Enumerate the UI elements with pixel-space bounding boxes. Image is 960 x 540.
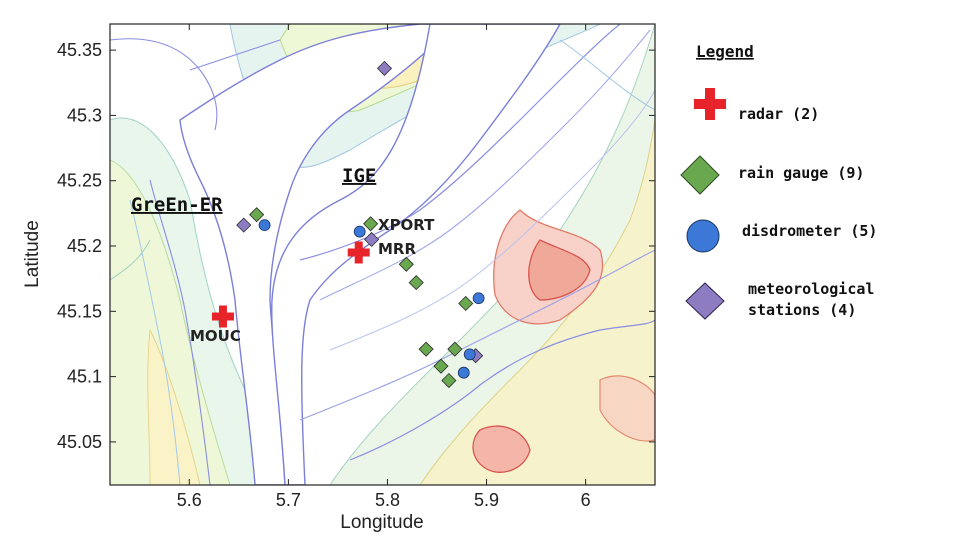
- instrument-markers: [211, 60, 485, 389]
- site-label-mouc: MOUC: [190, 327, 241, 345]
- rain-gauge-marker: [249, 207, 265, 223]
- disdrometer-marker: [353, 225, 366, 238]
- radar-marker-mrr: [347, 241, 370, 264]
- y-tick-label: 45.1: [67, 367, 102, 387]
- x-axis-title: Longitude: [340, 512, 423, 533]
- x-tick-label: 6: [581, 490, 591, 510]
- institution-label-green-er: GreEn-ER: [131, 194, 223, 216]
- rain-gauge-marker: [447, 341, 463, 357]
- legend-item-met-station: meteorological stations (4): [685, 280, 874, 320]
- met-station-marker: [364, 231, 380, 248]
- legend-label-met-station: meteorological: [748, 280, 874, 298]
- legend-item-disdrometer: disdrometer (5): [686, 219, 877, 253]
- rain-gauge-marker: [398, 256, 414, 272]
- y-tick-label: 45.15: [57, 301, 102, 321]
- purple-diamond-icon: [685, 282, 725, 320]
- rain-gauge-marker: [363, 216, 379, 232]
- x-tick-label: 5.7: [276, 490, 301, 510]
- rain-gauge-marker: [408, 275, 424, 291]
- x-axis-ticks: 5.6 5.7 5.8 5.9 6: [177, 24, 591, 510]
- met-station-marker: [236, 217, 252, 233]
- radar-marker-mouc: [211, 305, 234, 328]
- x-tick-label: 5.6: [177, 490, 202, 510]
- disdrometer-marker: [258, 219, 271, 232]
- y-axis-title: Latitude: [22, 220, 43, 288]
- institution-label-ige: IGE: [342, 165, 376, 187]
- x-tick-label: 5.8: [375, 490, 400, 510]
- site-label-mrr: MRR: [378, 240, 416, 258]
- rain-gauge-marker: [433, 358, 449, 374]
- disdrometer-marker: [457, 366, 470, 379]
- y-tick-label: 45.2: [67, 236, 102, 256]
- y-tick-label: 45.25: [57, 171, 102, 191]
- terrain-contours: [110, 24, 655, 485]
- rain-gauge-marker: [418, 341, 434, 357]
- legend-label-rain-gauge: rain gauge (9): [738, 164, 864, 182]
- legend-title: Legend: [696, 42, 754, 61]
- legend-label-radar: radar (2): [738, 105, 819, 123]
- met-station-marker: [376, 60, 393, 76]
- y-tick-label: 45.35: [57, 40, 102, 60]
- disdrometer-marker: [463, 348, 476, 361]
- y-tick-label: 45.3: [67, 105, 102, 125]
- legend: Legend radar (2) rain gauge (9) disdrome…: [680, 42, 877, 320]
- rain-gauge-marker: [441, 372, 457, 389]
- legend-label-disdrometer: disdrometer (5): [742, 222, 877, 240]
- y-tick-label: 45.05: [57, 432, 102, 452]
- rain-gauge-marker: [458, 295, 474, 312]
- red-cross-icon: [694, 88, 726, 120]
- green-diamond-icon: [680, 155, 720, 195]
- site-label-xport: XPORT: [378, 216, 435, 234]
- x-tick-label: 5.9: [474, 490, 499, 510]
- legend-label-met-station-line2: stations (4): [748, 301, 856, 319]
- blue-circle-icon: [686, 219, 720, 253]
- legend-item-radar: radar (2): [694, 88, 819, 123]
- legend-item-rain-gauge: rain gauge (9): [680, 155, 864, 195]
- disdrometer-marker: [472, 292, 485, 305]
- y-axis-ticks: 45.35 45.3 45.25 45.2 45.15 45.1 45.05: [57, 40, 655, 452]
- plot-frame: [109, 23, 656, 486]
